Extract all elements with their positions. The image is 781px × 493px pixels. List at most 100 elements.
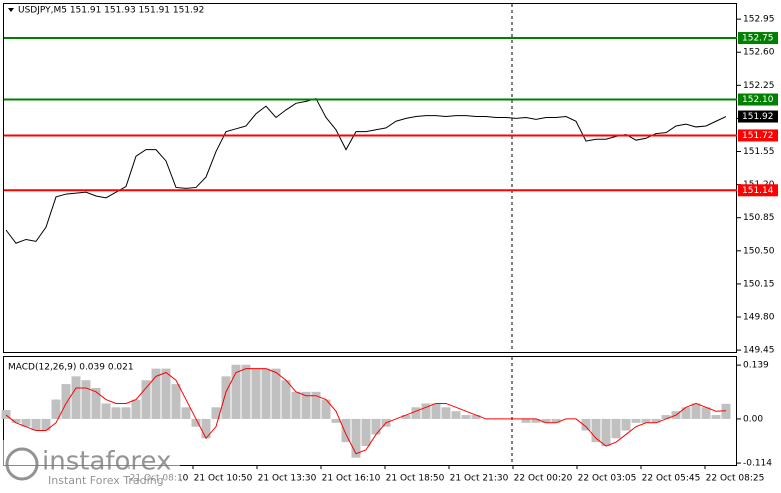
x-tick-label: 21 Oct 21:30 bbox=[450, 474, 509, 484]
current-price-label: 151.92 bbox=[742, 112, 774, 122]
macd-bar bbox=[681, 407, 691, 419]
macd-bar bbox=[591, 418, 601, 443]
current-price-box bbox=[738, 110, 778, 123]
macd-bar bbox=[661, 415, 671, 419]
macd-bar bbox=[371, 418, 381, 435]
macd-bar bbox=[151, 368, 161, 419]
x-tick-label: 21 Oct 10:50 bbox=[194, 474, 253, 484]
y-tick-label: 152.25 bbox=[743, 81, 775, 91]
macd-bar bbox=[41, 418, 51, 431]
macd-bar bbox=[61, 384, 71, 419]
chart-title: USDJPY,M5 151.91 151.93 151.91 151.92 bbox=[18, 6, 204, 16]
macd-bar bbox=[641, 418, 651, 423]
macd-bar bbox=[631, 418, 641, 423]
macd-bar bbox=[401, 415, 411, 419]
x-tick-label: 22 Oct 03:05 bbox=[578, 474, 637, 484]
macd-bar bbox=[321, 399, 331, 419]
macd-bar bbox=[431, 403, 441, 419]
macd-bar bbox=[161, 368, 171, 419]
macd-bar bbox=[451, 411, 461, 419]
macd-bar bbox=[121, 407, 131, 419]
y-tick-label: 150.15 bbox=[743, 279, 775, 289]
y-tick-label: 150.50 bbox=[743, 246, 775, 256]
macd-bar bbox=[111, 407, 121, 419]
macd-bar bbox=[721, 403, 731, 419]
macd-bar bbox=[101, 403, 111, 419]
macd-bar bbox=[711, 415, 721, 419]
x-tick-label: 22 Oct 05:45 bbox=[642, 474, 701, 484]
watermark-bg bbox=[0, 440, 180, 489]
macd-bar bbox=[171, 384, 181, 419]
y-tick-label: 149.45 bbox=[743, 346, 775, 356]
level-label-box bbox=[738, 184, 778, 197]
menu-arrow[interactable] bbox=[8, 8, 14, 12]
macd-bar bbox=[361, 418, 371, 447]
level-label: 151.14 bbox=[742, 186, 774, 196]
macd-bar bbox=[341, 418, 351, 443]
macd-title: MACD(12,26,9) 0.039 0.021 bbox=[8, 363, 134, 373]
macd-bar bbox=[201, 418, 211, 439]
y-tick-label: 0.139 bbox=[743, 361, 769, 371]
macd-bar bbox=[181, 407, 191, 419]
watermark-brand: instaforex bbox=[42, 447, 171, 477]
macd-bar bbox=[91, 387, 101, 419]
macd-bar bbox=[601, 418, 611, 447]
macd-bar bbox=[291, 391, 301, 419]
macd-bar bbox=[191, 418, 201, 427]
x-tick-label: 21 Oct 18:50 bbox=[386, 474, 445, 484]
macd-bar bbox=[581, 418, 591, 431]
level-label: 151.72 bbox=[742, 131, 774, 141]
macd-bar bbox=[331, 418, 341, 423]
price-line bbox=[5, 97, 727, 244]
y-tick-label: 150.85 bbox=[743, 213, 775, 223]
level-label: 152.75 bbox=[742, 34, 774, 44]
macd-bar bbox=[691, 403, 701, 419]
macd-bar bbox=[51, 399, 61, 419]
x-tick-label: 21 Oct 16:10 bbox=[322, 474, 381, 484]
macd-bar bbox=[241, 364, 251, 419]
macd-bar bbox=[31, 418, 41, 431]
main-frame bbox=[3, 3, 737, 353]
macd-bar bbox=[141, 380, 151, 419]
macd-bar bbox=[261, 368, 271, 419]
watermark-tagline: Instant Forex Trading bbox=[48, 474, 164, 487]
x-tick-label: 22 Oct 08:25 bbox=[706, 474, 765, 484]
macd-bar bbox=[21, 418, 31, 427]
macd-bar bbox=[521, 418, 531, 423]
macd-bar bbox=[351, 418, 361, 458]
x-tick-label: 22 Oct 00:20 bbox=[514, 474, 573, 484]
macd-bar bbox=[421, 403, 431, 419]
macd-bar bbox=[611, 418, 621, 439]
macd-bar bbox=[471, 415, 481, 419]
level-label-box bbox=[738, 129, 778, 142]
macd-bar bbox=[81, 380, 91, 419]
y-tick-label: 152.95 bbox=[743, 15, 775, 25]
macd-bar bbox=[131, 399, 141, 419]
macd-bar bbox=[651, 418, 661, 423]
macd-bar bbox=[211, 407, 221, 419]
macd-bar bbox=[221, 376, 231, 419]
macd-bar bbox=[311, 391, 321, 419]
macd-bar bbox=[1, 410, 11, 419]
macd-bar bbox=[71, 376, 81, 419]
y-tick-label: 152.60 bbox=[743, 48, 775, 58]
y-tick-label: 151.55 bbox=[743, 147, 775, 157]
macd-bar bbox=[531, 418, 541, 423]
level-label-box bbox=[738, 93, 778, 106]
macd-bar bbox=[441, 407, 451, 419]
watermark-logo bbox=[5, 447, 39, 481]
macd-bar bbox=[551, 418, 561, 423]
macd-bar bbox=[231, 364, 241, 419]
y-tick-label: 0.00 bbox=[743, 414, 763, 424]
x-tick-label: 21 Oct 13:30 bbox=[258, 474, 317, 484]
level-label-box bbox=[738, 32, 778, 45]
macd-bar bbox=[271, 368, 281, 419]
macd-bar bbox=[701, 407, 711, 419]
macd-bar bbox=[461, 415, 471, 419]
macd-bar bbox=[541, 418, 551, 423]
y-tick-label: 149.80 bbox=[743, 313, 775, 323]
macd-bar bbox=[411, 407, 421, 419]
y-tick-label: -0.114 bbox=[743, 459, 772, 469]
level-label: 152.10 bbox=[742, 95, 774, 105]
